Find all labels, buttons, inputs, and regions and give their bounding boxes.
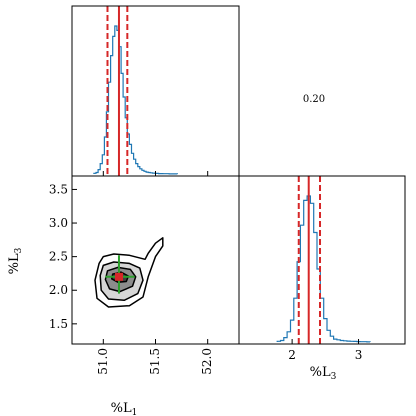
bottom-right-frame <box>238 175 406 345</box>
y-tick-label: 3.0 <box>49 216 68 230</box>
top-left-frame <box>71 5 240 177</box>
top-left-histogram-line <box>93 25 178 175</box>
y-tick-label: 3.5 <box>49 182 68 196</box>
y-tick-label: 2.5 <box>49 250 68 264</box>
x-tick-label: 51.5 <box>148 348 162 375</box>
y-tick-label: 2.0 <box>49 283 68 297</box>
x-tick-label: 52.0 <box>200 348 214 375</box>
y-tick-label: 1.5 <box>49 317 68 331</box>
x-tick-label: 51.0 <box>96 348 110 375</box>
bottom-left-frame <box>71 175 240 345</box>
axis-ticks: 51.0 51.5 52.0 1.5 2.0 2.5 3.0 3.5 2 3 %L1 %L3 %L3 <box>7 171 362 416</box>
br-x-tick-label: 3 <box>355 348 363 362</box>
correlation-value: 0.20 <box>303 94 325 105</box>
panel-top-right: 0.20 <box>303 94 325 105</box>
panel-frames <box>71 5 406 345</box>
bottom-left-y-axis-label: %L3 <box>7 247 24 274</box>
bottom-left-x-axis-label: %L1 <box>111 401 138 416</box>
panel-top-left <box>93 6 178 176</box>
bottom-right-x-axis-label: %L3 <box>310 365 337 382</box>
br-x-tick-label: 2 <box>288 348 296 362</box>
bottom-right-histogram-line <box>276 195 371 343</box>
panel-bottom-left <box>94 237 164 308</box>
panel-bottom-right <box>276 176 371 344</box>
median-marker <box>114 272 123 281</box>
